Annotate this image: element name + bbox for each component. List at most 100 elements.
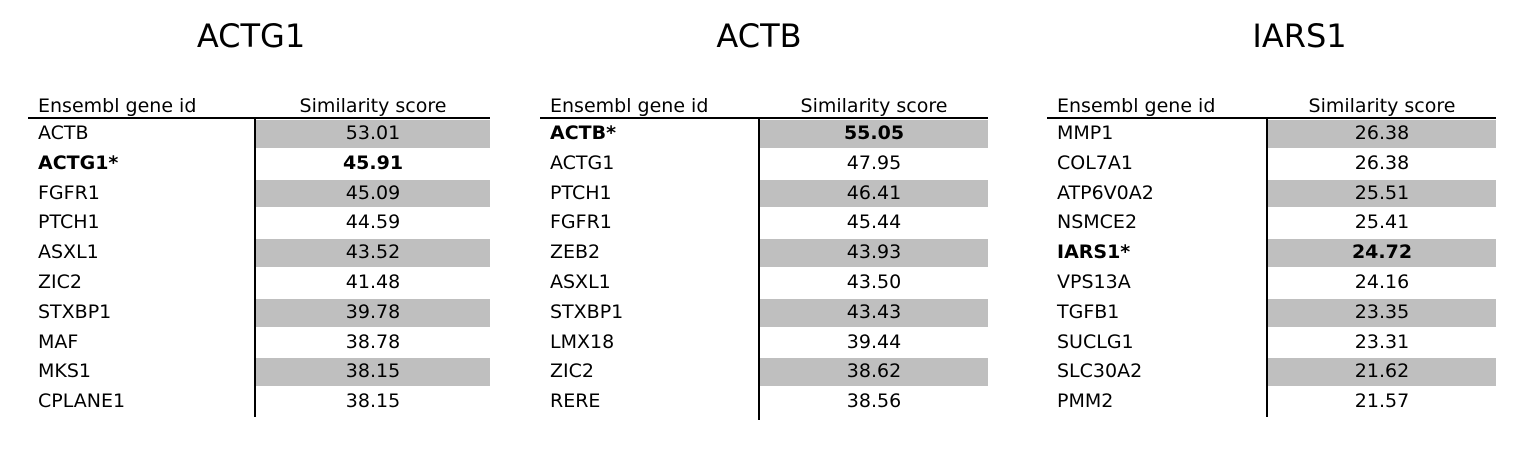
table-row: TGFB1 23.35 <box>1047 298 1498 328</box>
similarity-score-cell: 45.44 <box>846 211 902 234</box>
similarity-score-cell: 25.51 <box>1268 179 1496 208</box>
gene-id-cell: FGFR1 <box>550 211 612 234</box>
gene-id-cell: PTCH1 <box>550 181 612 204</box>
similarity-score-cell: 23.31 <box>1354 330 1410 353</box>
table-row: ZEB2 43.93 <box>540 238 990 268</box>
header-rule <box>28 117 490 119</box>
column-header-similarity-score: Similarity score <box>800 95 948 117</box>
table-row: MAF 38.78 <box>28 328 490 358</box>
similarity-score-cell: 25.41 <box>1354 211 1410 234</box>
gene-id-cell: ACTB* <box>550 122 617 144</box>
panel-title: ACTG1 <box>196 17 306 55</box>
table-row: MKS1 38.15 <box>28 357 490 387</box>
gene-id-cell: FGFR1 <box>38 181 100 204</box>
table-row: SLC30A2 21.62 <box>1047 357 1498 387</box>
similarity-score-cell: 47.95 <box>846 151 902 174</box>
similarity-score-cell: 38.62 <box>760 358 988 387</box>
panel-title: IARS1 <box>1252 17 1347 55</box>
table-body: ACTB 53.01 ACTG1* 45.91 FGFR1 45.09 PTCH1 44.59… <box>28 119 490 417</box>
similarity-score-cell: 39.44 <box>846 330 902 353</box>
similarity-score-cell: 43.52 <box>256 239 490 267</box>
gene-id-cell: MMP1 <box>1057 122 1114 144</box>
similarity-score-cell: 24.72 <box>1268 239 1496 267</box>
table-row: STXBP1 43.43 <box>540 298 990 328</box>
table-row: IARS1* 24.72 <box>1047 238 1498 268</box>
similarity-score-cell: 39.78 <box>256 298 490 327</box>
gene-id-cell: ATP6V0A2 <box>1057 181 1154 204</box>
gene-id-cell: VPS13A <box>1057 270 1131 293</box>
similarity-score-cell: 43.43 <box>760 298 988 327</box>
gene-id-cell: RERE <box>550 390 601 413</box>
column-divider <box>1266 119 1268 417</box>
table-row: ZIC2 38.62 <box>540 357 990 387</box>
table-row: ACTG1 47.95 <box>540 149 990 179</box>
table-row: ASXL1 43.50 <box>540 268 990 298</box>
similarity-score-cell: 26.38 <box>1268 120 1496 148</box>
similarity-score-cell: 43.93 <box>760 239 988 267</box>
similarity-score-cell: 21.62 <box>1268 358 1496 387</box>
table-row: COL7A1 26.38 <box>1047 149 1498 179</box>
table-header: Ensembl gene id Similarity score <box>28 93 490 119</box>
table-row: ZIC2 41.48 <box>28 268 490 298</box>
similarity-score-cell: 41.48 <box>345 270 401 293</box>
similarity-score-cell: 45.91 <box>342 151 404 174</box>
gene-id-cell: NSMCE2 <box>1057 211 1138 234</box>
similarity-score-cell: 38.15 <box>345 390 401 413</box>
table-row: LMX18 39.44 <box>540 328 990 358</box>
table-row: ASXL1 43.52 <box>28 238 490 268</box>
table-row: STXBP1 39.78 <box>28 298 490 328</box>
gene-id-cell: SUCLG1 <box>1057 330 1134 353</box>
similarity-score-cell: 53.01 <box>256 120 490 148</box>
similarity-score-cell: 45.09 <box>256 179 490 208</box>
table-row: FGFR1 45.09 <box>28 179 490 209</box>
table-row: PTCH1 46.41 <box>540 179 990 209</box>
table-row: SUCLG1 23.31 <box>1047 328 1498 358</box>
gene-id-cell: LMX18 <box>550 330 615 353</box>
similarity-score-cell: 44.59 <box>345 211 401 234</box>
gene-id-cell: CPLANE1 <box>38 390 126 413</box>
table-row: ATP6V0A2 25.51 <box>1047 179 1498 209</box>
similarity-score-cell: 21.57 <box>1354 390 1410 413</box>
similarity-score-cell: 38.15 <box>256 358 490 387</box>
table-row: PTCH1 44.59 <box>28 208 490 238</box>
table-row: NSMCE2 25.41 <box>1047 208 1498 238</box>
column-header-similarity-score: Similarity score <box>299 95 447 117</box>
gene-id-cell: STXBP1 <box>550 300 624 323</box>
similarity-score-cell: 23.35 <box>1268 298 1496 327</box>
table-row: ACTB* 55.05 <box>540 119 990 149</box>
table-row: CPLANE1 38.15 <box>28 387 490 417</box>
table-row: ACTB 53.01 <box>28 119 490 149</box>
table-header: Ensembl gene id Similarity score <box>1047 93 1498 119</box>
gene-id-cell: ACTG1* <box>38 151 119 174</box>
gene-id-cell: MKS1 <box>38 360 92 383</box>
gene-id-cell: MAF <box>38 330 79 353</box>
similarity-score-cell: 24.16 <box>1354 270 1410 293</box>
table-row: RERE 38.56 <box>540 387 990 417</box>
gene-id-cell: STXBP1 <box>38 300 112 323</box>
table-header: Ensembl gene id Similarity score <box>540 93 990 119</box>
gene-id-cell: ZIC2 <box>38 270 82 293</box>
table-body: MMP1 26.38 COL7A1 26.38 ATP6V0A2 25.51 NSMCE2 2… <box>1047 119 1498 417</box>
header-rule <box>540 117 988 119</box>
gene-id-cell: ZEB2 <box>550 241 601 264</box>
similarity-score-cell: 46.41 <box>760 179 988 208</box>
gene-id-cell: SLC30A2 <box>1057 360 1143 383</box>
column-header-gene-id: Ensembl gene id <box>1057 95 1216 117</box>
similarity-score-cell: 38.78 <box>345 330 401 353</box>
table-row: ACTG1* 45.91 <box>28 149 490 179</box>
gene-id-cell: COL7A1 <box>1057 151 1133 174</box>
table-row: PMM2 21.57 <box>1047 387 1498 417</box>
gene-id-cell: ACTG1 <box>550 151 615 174</box>
gene-id-cell: TGFB1 <box>1057 300 1120 323</box>
gene-id-cell: PMM2 <box>1057 390 1114 413</box>
gene-id-cell: ACTB <box>38 122 89 144</box>
column-divider <box>758 119 760 420</box>
gene-id-cell: ASXL1 <box>550 270 611 293</box>
similarity-score-cell: 43.50 <box>846 270 902 293</box>
similarity-score-cell: 55.05 <box>760 120 988 148</box>
column-header-gene-id: Ensembl gene id <box>550 95 709 117</box>
table-body: ACTB* 55.05 ACTG1 47.95 PTCH1 46.41 FGFR1 45.44… <box>540 119 990 417</box>
column-header-gene-id: Ensembl gene id <box>38 95 197 117</box>
column-header-similarity-score: Similarity score <box>1308 95 1456 117</box>
table-row: VPS13A 24.16 <box>1047 268 1498 298</box>
